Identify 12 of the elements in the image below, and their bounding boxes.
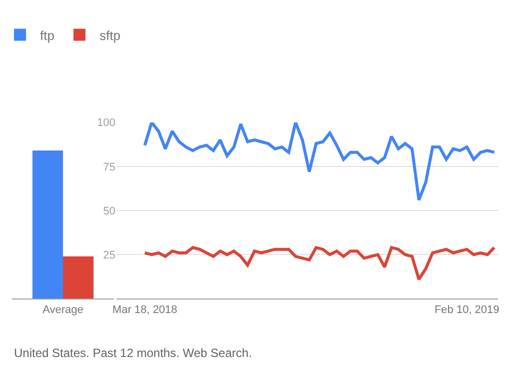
legend-label: ftp [40,28,54,43]
legend-label: sftp [99,28,120,43]
y-tick-label: 75 [103,161,116,174]
y-tick-label: 50 [103,205,116,218]
x-tick-label: Average [42,304,84,316]
text: United States. Past 12 months. Web Search. [14,346,252,360]
x-tick-label: Mar 18, 2018 [112,304,178,316]
line-series [143,122,496,202]
x-tick-label: Feb 10, 2019 [434,304,500,316]
line-series [143,246,496,281]
y-tick-label: 100 [97,117,116,130]
y-tick-label: 25 [103,249,116,262]
